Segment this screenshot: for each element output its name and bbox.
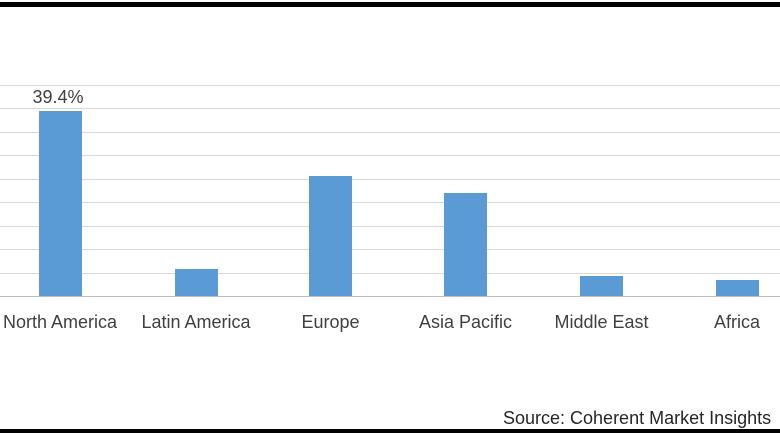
source-note: Source: Coherent Market Insights [503, 408, 772, 428]
bar-north-america [38, 111, 82, 296]
bar-latin-america [174, 268, 218, 296]
bottom-border-line [0, 429, 780, 433]
x-label-asia-pacific: Asia Pacific [418, 312, 513, 332]
x-label-africa: Africa [713, 312, 761, 332]
bar-asia-pacific [444, 192, 487, 296]
gridline [0, 85, 780, 86]
x-label-europe: Europe [301, 312, 360, 332]
top-border-line [0, 2, 780, 7]
x-label-middle-east: Middle East [554, 312, 649, 332]
gridline [0, 272, 780, 274]
plot-area [0, 85, 780, 297]
gridline [0, 249, 780, 251]
gridline [0, 108, 780, 110]
gridline [0, 131, 780, 133]
x-axis-line [0, 296, 780, 297]
bar-middle-east [580, 276, 623, 296]
gridline [0, 178, 780, 180]
bar-europe [309, 176, 352, 296]
gridline [0, 155, 780, 157]
x-label-latin-america: Latin America [141, 312, 251, 332]
gridline [0, 225, 780, 227]
bar-africa [715, 280, 759, 296]
gridline [0, 202, 780, 204]
data-label-north-america: 39.4% [32, 87, 84, 108]
x-label-north-america: North America [2, 312, 118, 332]
